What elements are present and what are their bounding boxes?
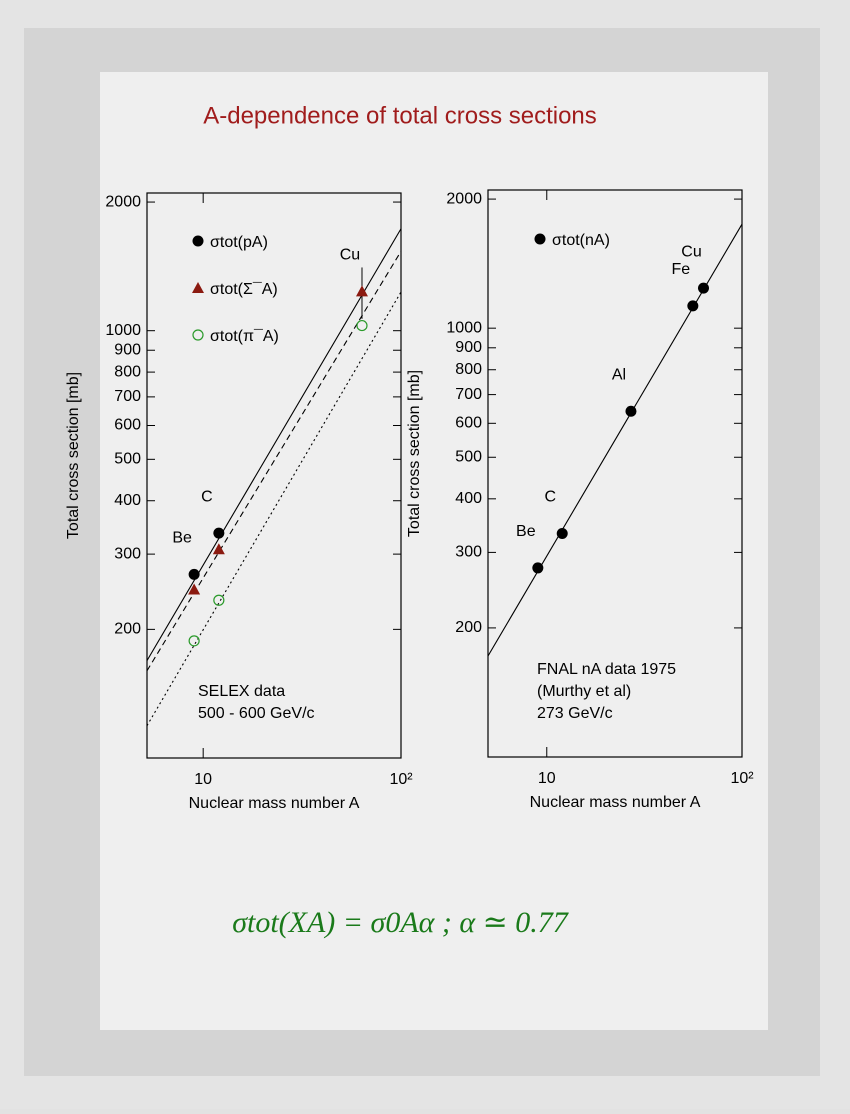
data-point — [687, 300, 699, 312]
fit-line — [146, 291, 402, 726]
data-point — [556, 528, 568, 540]
y-tick-label: 900 — [114, 341, 141, 358]
x-tick-label: 10² — [389, 771, 413, 788]
point-label: C — [544, 489, 556, 506]
slide-title: A-dependence of total cross sections — [203, 102, 597, 129]
y-tick-label: 200 — [114, 621, 141, 638]
data-point — [212, 543, 225, 555]
y-tick-label: 300 — [455, 544, 482, 561]
data-point — [356, 319, 368, 332]
data-point — [532, 562, 544, 574]
point-label: Cu — [340, 247, 360, 264]
y-tick-label: 1000 — [105, 322, 141, 339]
y-tick-label: 500 — [114, 451, 141, 468]
data-point — [188, 583, 201, 595]
plot-frame — [487, 189, 743, 758]
legend-label: σtot(π¯A) — [210, 328, 279, 345]
x-tick-label: 10² — [730, 770, 754, 787]
y-tick-label: 800 — [455, 361, 482, 378]
y-tick-label: 400 — [455, 490, 482, 507]
point-label: Cu — [681, 243, 701, 260]
point-label: Be — [172, 530, 192, 547]
y-tick-label: 200 — [455, 619, 482, 636]
y-tick-label: 400 — [114, 492, 141, 509]
legend-label: σtot(Σ¯A) — [210, 281, 278, 298]
y-tick-label: 600 — [455, 415, 482, 432]
data-point — [697, 282, 709, 294]
legend-label: σtot(pA) — [210, 234, 268, 251]
y-tick-label: 500 — [455, 448, 482, 465]
legend-label: σtot(nA) — [552, 232, 610, 249]
sheet — [100, 72, 768, 1030]
plot-frame — [146, 192, 402, 759]
point-label: Fe — [672, 261, 691, 278]
y-tick-label: 700 — [455, 386, 482, 403]
legend-marker — [192, 235, 204, 247]
data-point — [188, 635, 200, 647]
point-label: Be — [516, 523, 536, 540]
note: 273 GeV/c — [537, 705, 613, 722]
note: SELEX data — [198, 683, 285, 700]
y-tick-label: 800 — [114, 363, 141, 380]
y-tick-label: 700 — [114, 388, 141, 405]
formula: σtot(XA) = σ0Aα ; α ≃ 0.77 — [232, 906, 570, 939]
y-tick-label: 2000 — [446, 190, 482, 207]
data-point — [213, 527, 225, 539]
legend-marker — [192, 282, 204, 293]
x-axis-label: Nuclear mass number A — [189, 795, 360, 812]
fit-line — [487, 223, 743, 657]
note: FNAL nA data 1975 — [537, 661, 676, 678]
point-label: C — [201, 488, 213, 505]
y-tick-label: 300 — [114, 545, 141, 562]
fit-line — [146, 250, 402, 672]
y-axis-label: Total cross section [mb] — [65, 372, 82, 539]
note: (Murthy et al) — [537, 683, 631, 700]
data-point — [625, 405, 637, 417]
note: 500 - 600 GeV/c — [198, 705, 315, 722]
legend-marker — [192, 329, 204, 341]
legend-marker — [534, 233, 546, 245]
x-tick-label: 10 — [194, 771, 212, 788]
y-tick-label: 600 — [114, 417, 141, 434]
data-point — [355, 285, 368, 297]
y-axis-label: Total cross section [mb] — [406, 370, 423, 537]
y-tick-label: 2000 — [105, 193, 141, 210]
data-point — [213, 594, 225, 606]
x-axis-label: Nuclear mass number A — [530, 794, 701, 811]
data-point — [188, 568, 200, 580]
fit-line — [146, 228, 402, 661]
y-tick-label: 900 — [455, 339, 482, 356]
y-tick-label: 1000 — [446, 319, 482, 336]
point-label: Al — [612, 367, 626, 384]
x-tick-label: 10 — [538, 770, 556, 787]
